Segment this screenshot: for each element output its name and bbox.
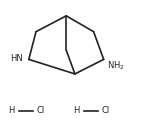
Text: H: H bbox=[8, 106, 15, 115]
Text: H: H bbox=[73, 106, 79, 115]
Text: Cl: Cl bbox=[37, 106, 45, 115]
Text: HN: HN bbox=[10, 54, 23, 63]
Text: NH$_2$: NH$_2$ bbox=[107, 60, 125, 72]
Text: Cl: Cl bbox=[102, 106, 110, 115]
